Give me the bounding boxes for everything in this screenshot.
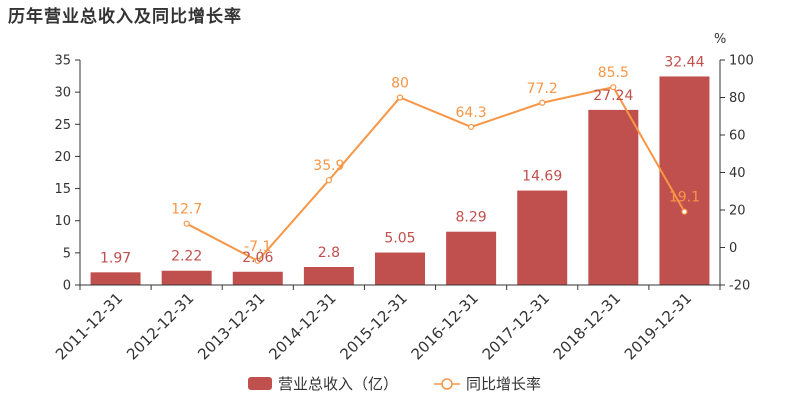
labels-layer: 1.97 2.22 2.06 2.8 5.05 8.29 14.69 27.24 32.44 12…	[100, 54, 705, 266]
y-left-tick-label: 10	[54, 214, 71, 229]
x-tick-label: 2016-12-31	[408, 289, 482, 363]
y-right-tick-label: 60	[729, 129, 746, 144]
x-tick-label: 2019-12-31	[621, 289, 695, 363]
legend-line-label: 同比增长率	[466, 375, 541, 393]
y-left-tick-label: 25	[54, 118, 71, 133]
growth-line	[186, 86, 686, 263]
y-right-tick-label: 40	[729, 166, 746, 181]
legend-bar-swatch	[248, 377, 272, 390]
x-tick-label: 2015-12-31	[336, 289, 410, 363]
line-point[interactable]	[183, 220, 190, 227]
x-tick-label: 2017-12-31	[479, 289, 553, 363]
bar[interactable]	[303, 267, 354, 285]
y-left-tick-label: 15	[54, 182, 71, 197]
y-right-tick-label: 100	[729, 54, 754, 69]
line-value-label: 64.3	[456, 105, 487, 121]
line-value-label: 12.7	[171, 202, 202, 218]
line-point[interactable]	[681, 208, 688, 215]
bar[interactable]	[517, 190, 568, 285]
bar-value-label: 8.29	[456, 210, 487, 226]
y-right-tick-label: 0	[729, 241, 737, 256]
line-layer	[183, 84, 688, 264]
bar-value-label: 32.44	[664, 54, 704, 70]
y-left-tick-label: 20	[54, 150, 71, 165]
x-tick-label: 2014-12-31	[265, 289, 339, 363]
bar-value-label: 5.05	[384, 231, 415, 247]
line-point[interactable]	[468, 123, 475, 131]
line-point[interactable]	[254, 257, 261, 264]
line-point[interactable]	[325, 177, 332, 184]
bar-value-label: 1.97	[100, 250, 131, 266]
chart-title: 历年营业总收入及同比增长率	[8, 7, 242, 27]
x-tick-label: 2018-12-31	[550, 289, 624, 363]
bar-value-label: 2.8	[318, 245, 340, 261]
bar-value-label: 14.69	[522, 169, 562, 185]
y-left-tick-label: 0	[63, 279, 71, 294]
y-right-tick-label: 20	[729, 204, 746, 219]
bar[interactable]	[232, 271, 283, 285]
bar[interactable]	[446, 231, 497, 285]
bar[interactable]	[588, 109, 639, 285]
bar-value-label: 2.06	[242, 250, 273, 266]
x-tick-label: 2011-12-31	[52, 289, 126, 363]
bar-value-label: 27.24	[593, 88, 633, 104]
line-point[interactable]	[396, 94, 404, 101]
bars-layer	[90, 76, 710, 285]
y-left-tick-label: 35	[54, 54, 71, 69]
legend-line-marker	[441, 378, 453, 390]
y-right-tick-label: -20	[729, 279, 750, 294]
line-value-label: 77.2	[527, 81, 558, 97]
legend-bar-label: 营业总收入（亿）	[278, 375, 398, 393]
line-value-label: 80	[391, 76, 409, 92]
line-point[interactable]	[610, 84, 617, 91]
line-point[interactable]	[539, 99, 546, 106]
line-value-label: 85.5	[598, 65, 629, 81]
x-tick-label: 2012-12-31	[123, 289, 197, 363]
bar[interactable]	[90, 272, 141, 285]
legend[interactable]: 营业总收入（亿） 同比增长率	[248, 375, 541, 393]
y-right-unit: %	[714, 32, 726, 47]
line-value-label: 19.1	[669, 190, 700, 206]
bar[interactable]	[375, 252, 425, 285]
y-left-tick-label: 5	[63, 246, 71, 261]
line-value-label: -7.1	[244, 239, 271, 255]
bar[interactable]	[161, 270, 212, 285]
bar-value-label: 2.22	[171, 249, 202, 265]
line-value-label: 35.9	[313, 158, 344, 174]
x-tick-label: 2013-12-31	[194, 289, 268, 363]
y-left-tick-label: 30	[54, 86, 71, 101]
y-right-tick-label: 80	[729, 91, 746, 106]
